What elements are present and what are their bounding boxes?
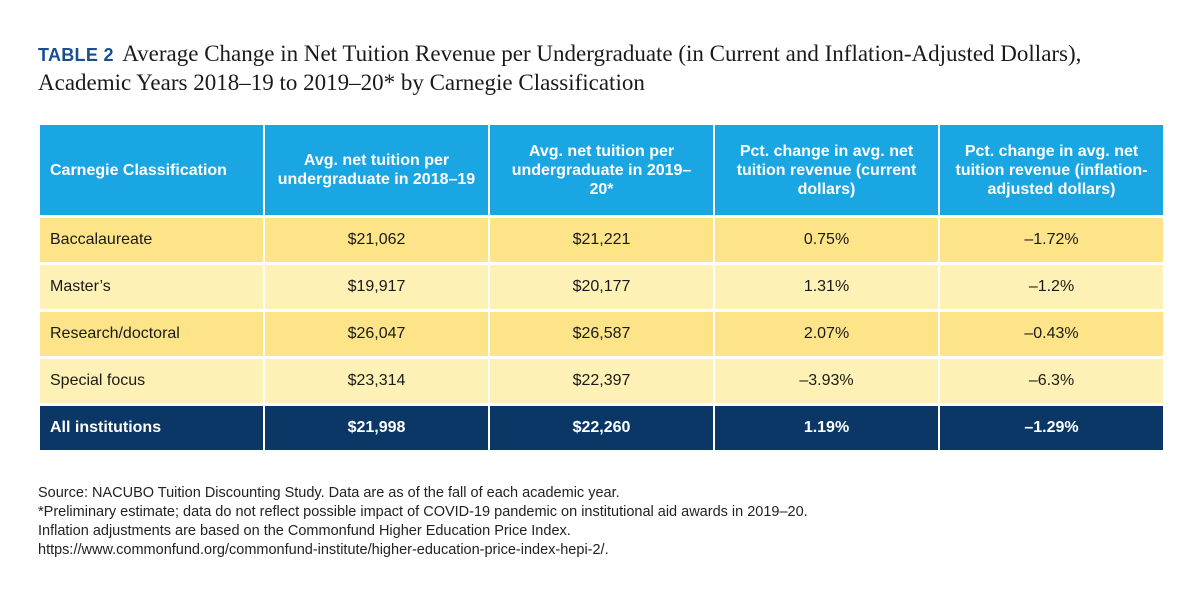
table-title-text: Average Change in Net Tuition Revenue pe…	[38, 41, 1082, 95]
preliminary-note: *Preliminary estimate; data do not refle…	[38, 504, 808, 520]
cell-pct-change-current: 0.75%	[715, 218, 938, 262]
inflation-note: Inflation adjustments are based on the C…	[38, 523, 571, 539]
cell-pct-change-current: 2.07%	[715, 312, 938, 356]
cell-tuition-2019-20: $21,221	[490, 218, 713, 262]
cell-classification: Research/doctoral	[40, 312, 263, 356]
data-table: Carnegie Classification Avg. net tuition…	[38, 122, 1165, 453]
cell-tuition-2018-19: $23,314	[265, 359, 488, 403]
cell-classification: Baccalaureate	[40, 218, 263, 262]
column-header-pct-change-current: Pct. change in avg. net tuition revenue …	[715, 125, 938, 215]
cell-tuition-2019-20-total: $22,260	[490, 406, 713, 450]
table-row: Special focus $23,314 $22,397 –3.93% –6.…	[40, 359, 1163, 403]
total-row: All institutions $21,998 $22,260 1.19% –…	[40, 406, 1163, 450]
cell-tuition-2018-19-total: $21,998	[265, 406, 488, 450]
table-title: TABLE 2 Average Change in Net Tuition Re…	[38, 40, 1168, 97]
cell-pct-change-inflation: –1.2%	[940, 265, 1163, 309]
cell-classification: Special focus	[40, 359, 263, 403]
table-tag: TABLE 2	[38, 45, 114, 65]
cell-classification-total: All institutions	[40, 406, 263, 450]
cell-tuition-2018-19: $19,917	[265, 265, 488, 309]
cell-tuition-2019-20: $20,177	[490, 265, 713, 309]
source-note: Source: NACUBO Tuition Discounting Study…	[38, 485, 620, 501]
cell-pct-change-current-total: 1.19%	[715, 406, 938, 450]
source-notes: Source: NACUBO Tuition Discounting Study…	[38, 484, 1168, 560]
cell-pct-change-current: 1.31%	[715, 265, 938, 309]
column-header-tuition-2019-20: Avg. net tuition per undergraduate in 20…	[490, 125, 713, 215]
cell-pct-change-inflation: –1.72%	[940, 218, 1163, 262]
table-row: Research/doctoral $26,047 $26,587 2.07% …	[40, 312, 1163, 356]
column-header-pct-change-inflation: Pct. change in avg. net tuition revenue …	[940, 125, 1163, 215]
column-header-tuition-2018-19: Avg. net tuition per undergraduate in 20…	[265, 125, 488, 215]
header-row: Carnegie Classification Avg. net tuition…	[40, 125, 1163, 215]
cell-pct-change-inflation: –0.43%	[940, 312, 1163, 356]
cell-tuition-2019-20: $22,397	[490, 359, 713, 403]
cell-pct-change-current: –3.93%	[715, 359, 938, 403]
cell-pct-change-inflation: –6.3%	[940, 359, 1163, 403]
cell-pct-change-inflation-total: –1.29%	[940, 406, 1163, 450]
cell-tuition-2018-19: $21,062	[265, 218, 488, 262]
cell-tuition-2019-20: $26,587	[490, 312, 713, 356]
table-row: Master’s $19,917 $20,177 1.31% –1.2%	[40, 265, 1163, 309]
table-row: Baccalaureate $21,062 $21,221 0.75% –1.7…	[40, 218, 1163, 262]
column-header-classification: Carnegie Classification	[40, 125, 263, 215]
hepi-url-note: https://www.commonfund.org/commonfund-in…	[38, 542, 609, 558]
cell-tuition-2018-19: $26,047	[265, 312, 488, 356]
cell-classification: Master’s	[40, 265, 263, 309]
